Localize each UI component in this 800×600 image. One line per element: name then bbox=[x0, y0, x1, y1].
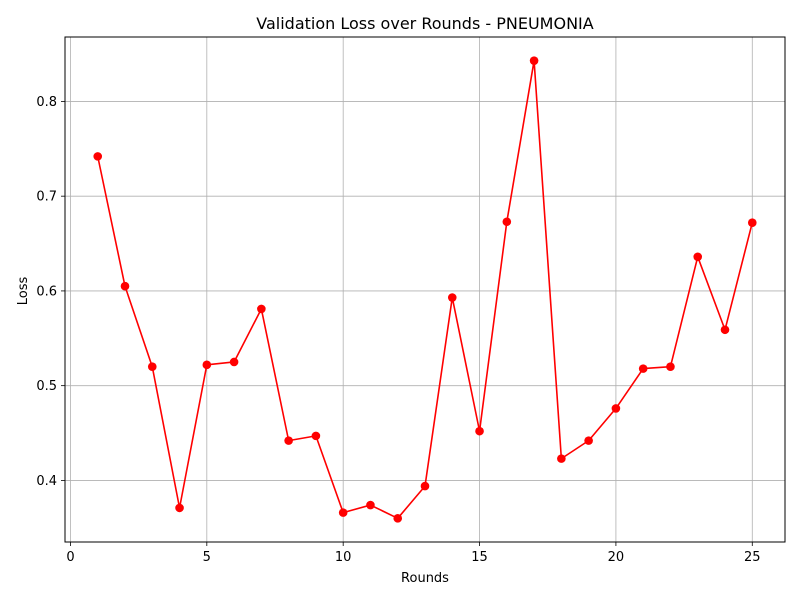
data-point bbox=[175, 503, 184, 513]
data-point bbox=[557, 454, 566, 463]
data-point bbox=[257, 304, 266, 314]
data-point bbox=[584, 436, 593, 445]
x-axis: 0 5 10 15 20 25 bbox=[66, 542, 761, 565]
data-point bbox=[420, 481, 430, 491]
y-tick-label: 0.5 bbox=[36, 379, 57, 394]
data-point bbox=[611, 404, 621, 413]
data-point bbox=[720, 325, 730, 335]
chart-title: Validation Loss over Rounds - PNEUMONIA bbox=[256, 14, 593, 33]
series-line bbox=[96, 59, 754, 520]
grid bbox=[65, 37, 785, 542]
data-point bbox=[147, 362, 157, 372]
x-tick-label: 15 bbox=[471, 550, 488, 565]
data-point bbox=[93, 152, 103, 161]
data-point bbox=[447, 293, 457, 302]
data-point bbox=[529, 56, 539, 65]
x-tick-label: 10 bbox=[335, 550, 352, 565]
data-point bbox=[693, 252, 703, 262]
data-point bbox=[366, 500, 375, 510]
data-point bbox=[502, 217, 512, 227]
x-tick-label: 25 bbox=[744, 550, 761, 565]
data-point bbox=[120, 281, 130, 291]
y-tick-label: 0.6 bbox=[36, 284, 57, 299]
data-point bbox=[229, 357, 239, 367]
x-tick-label: 0 bbox=[66, 550, 74, 565]
y-tick-label: 0.8 bbox=[36, 95, 57, 110]
data-point bbox=[311, 431, 321, 441]
y-tick-label: 0.7 bbox=[36, 190, 57, 205]
data-point bbox=[393, 514, 403, 523]
y-axis-label: Loss bbox=[16, 277, 31, 306]
x-tick-label: 20 bbox=[608, 550, 625, 565]
data-point bbox=[475, 426, 484, 436]
y-tick-label: 0.4 bbox=[36, 474, 57, 489]
data-point bbox=[638, 364, 648, 373]
data-point bbox=[284, 436, 293, 445]
x-axis-label: Rounds bbox=[401, 571, 449, 586]
data-point bbox=[666, 362, 675, 372]
data-point bbox=[338, 508, 348, 517]
data-point bbox=[202, 360, 212, 370]
x-tick-label: 5 bbox=[203, 550, 211, 565]
data-point bbox=[747, 218, 757, 228]
plot-frame bbox=[64, 36, 786, 543]
y-axis: 0.4 0.5 0.6 0.7 0.8 bbox=[36, 95, 65, 489]
series-layer bbox=[93, 56, 757, 523]
